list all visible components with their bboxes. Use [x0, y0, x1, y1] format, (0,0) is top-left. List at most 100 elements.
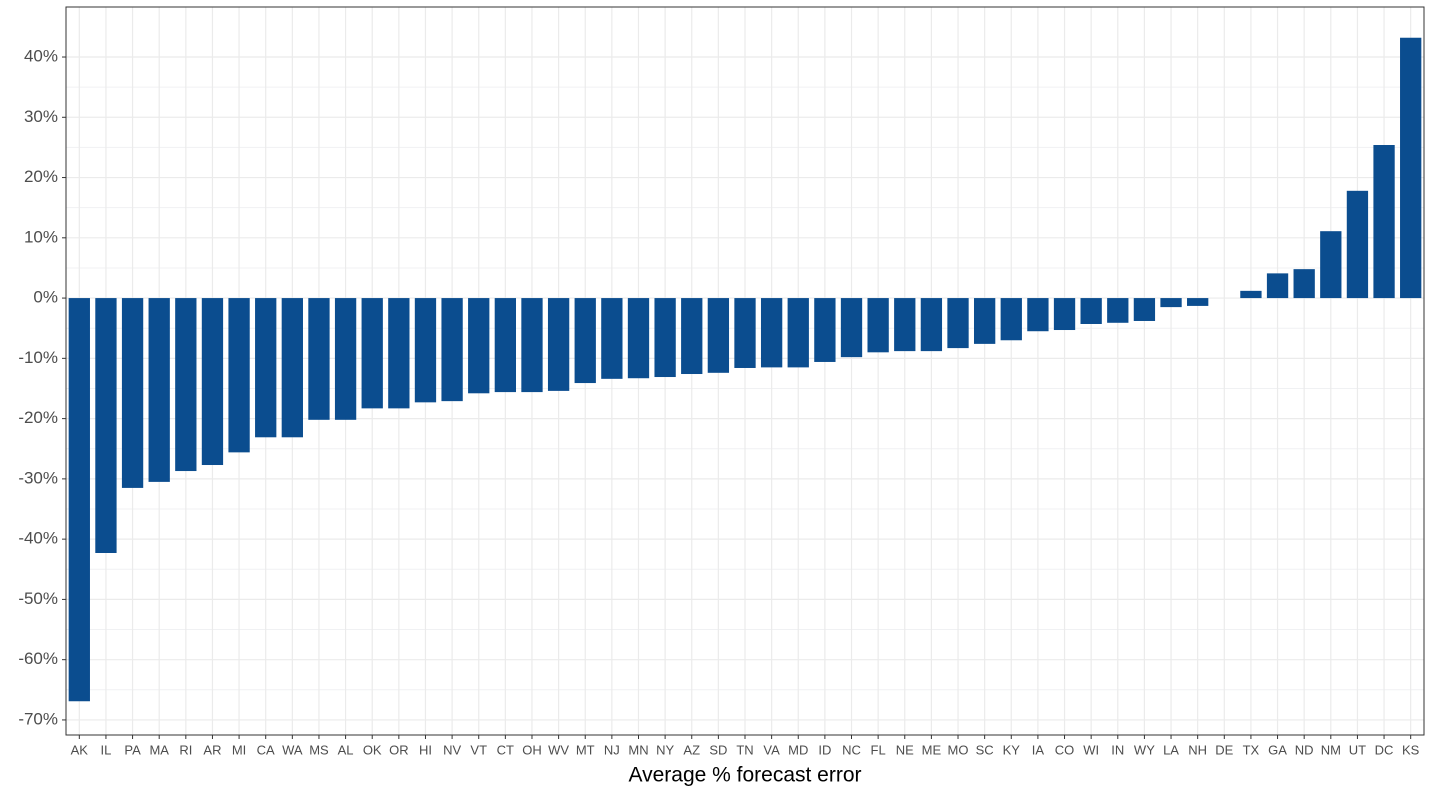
bar [68, 298, 90, 702]
bar [1027, 298, 1049, 332]
bar [601, 298, 623, 379]
bar [255, 298, 277, 438]
bar [521, 298, 543, 393]
x-tick-label: NJ [604, 742, 620, 757]
x-axis-title: Average % forecast error [628, 764, 861, 787]
x-tick-label: ND [1295, 742, 1314, 757]
x-tick-label: MS [309, 742, 329, 757]
x-tick-label: WV [548, 742, 569, 757]
x-tick-label: VT [470, 742, 487, 757]
bar [1080, 298, 1102, 324]
bar [574, 298, 596, 384]
x-tick-label: IN [1111, 742, 1124, 757]
bar [308, 298, 330, 420]
bar [1107, 298, 1129, 323]
bar [1160, 298, 1182, 308]
x-tick-label: PA [124, 742, 141, 757]
bar [148, 298, 170, 482]
bar [707, 298, 730, 373]
x-tick-label: DE [1215, 742, 1233, 757]
bar [1346, 190, 1369, 299]
y-tick-label: -40% [18, 529, 58, 548]
x-tick-label: UT [1349, 742, 1366, 757]
bar [1293, 269, 1315, 299]
y-tick-label: -30% [18, 468, 58, 487]
bar [734, 298, 756, 368]
y-tick-label: 40% [24, 47, 58, 66]
x-tick-label: DC [1375, 742, 1394, 757]
x-tick-label: OK [363, 742, 382, 757]
x-tick-label: MA [149, 742, 169, 757]
bar [201, 298, 224, 466]
bar [654, 298, 676, 378]
bar [361, 298, 383, 409]
bar [973, 298, 996, 344]
x-tick-label: KS [1402, 742, 1420, 757]
x-tick-label: CO [1055, 742, 1075, 757]
bar [920, 298, 943, 352]
x-tick-label: ME [922, 742, 942, 757]
bar [334, 298, 357, 420]
y-tick-label: -50% [18, 589, 58, 608]
x-tick-label: AZ [683, 742, 700, 757]
bar [121, 298, 144, 488]
x-tick-label: SD [709, 742, 727, 757]
bar [175, 298, 197, 472]
bar [1000, 298, 1022, 341]
x-tick-label: GA [1268, 742, 1287, 757]
y-tick-label: -20% [18, 408, 58, 427]
bar [1400, 37, 1422, 299]
y-tick-label: -60% [18, 649, 58, 668]
panel-border [65, 6, 1425, 736]
x-tick-label: IA [1032, 742, 1045, 757]
y-tick-label: -10% [18, 348, 58, 367]
x-tick-label: TX [1243, 742, 1260, 757]
bar [228, 298, 250, 453]
bar [1187, 298, 1209, 306]
y-tick-label: 10% [24, 227, 58, 246]
x-tick-label: MO [948, 742, 969, 757]
bar [1240, 290, 1262, 299]
bar [388, 298, 410, 409]
x-tick-label: RI [179, 742, 192, 757]
bar [947, 298, 969, 349]
x-tick-label: KY [1003, 742, 1021, 757]
bar [760, 298, 783, 368]
x-tick-label: HI [419, 742, 432, 757]
x-tick-label: IL [101, 742, 112, 757]
bar [1320, 231, 1342, 299]
bar [787, 298, 809, 368]
x-tick-label: WA [282, 742, 303, 757]
bar [441, 298, 463, 402]
x-tick-label: MD [788, 742, 808, 757]
x-tick-label: MN [628, 742, 648, 757]
bar [867, 298, 889, 353]
x-tick-label: AK [71, 742, 89, 757]
bar [547, 298, 570, 391]
bar [281, 298, 303, 438]
bar [627, 298, 650, 379]
bar [681, 298, 703, 375]
bar [95, 298, 117, 553]
bar [494, 298, 517, 393]
bar [1266, 273, 1289, 299]
x-tick-label: FL [871, 742, 886, 757]
x-tick-label: WY [1134, 742, 1155, 757]
y-tick-label: 20% [24, 167, 58, 186]
x-tick-label: NM [1321, 742, 1341, 757]
x-tick-label: WI [1083, 742, 1099, 757]
x-tick-label: NY [656, 742, 674, 757]
bar [840, 298, 863, 358]
bar [1373, 145, 1395, 299]
x-tick-label: ID [818, 742, 831, 757]
x-tick-label: NE [896, 742, 914, 757]
x-tick-label: LA [1163, 742, 1179, 757]
x-tick-label: AL [338, 742, 354, 757]
x-tick-label: MI [232, 742, 246, 757]
x-tick-label: TN [736, 742, 753, 757]
x-tick-label: NV [443, 742, 461, 757]
bar [468, 298, 490, 394]
x-tick-label: AR [203, 742, 221, 757]
x-tick-label: NH [1188, 742, 1207, 757]
